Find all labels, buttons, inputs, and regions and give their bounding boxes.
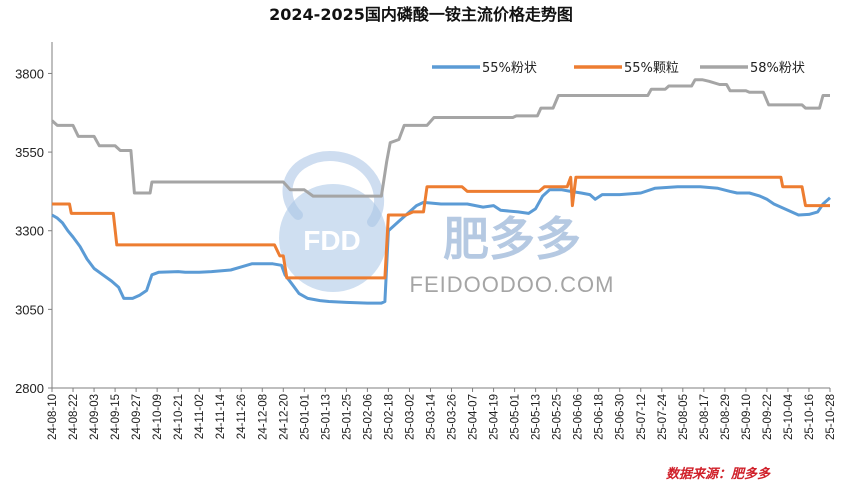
x-tick-label: 25-07-12 <box>636 394 648 440</box>
y-tick-label: 3800 <box>15 66 44 81</box>
x-tick-label: 24-08-22 <box>68 394 80 440</box>
x-tick-label: 25-03-14 <box>425 393 437 440</box>
x-tick-label: 25-10-28 <box>825 394 837 440</box>
x-tick-label: 25-04-07 <box>468 394 480 440</box>
x-tick-label: 25-01-13 <box>320 394 332 440</box>
x-tick-label: 24-08-10 <box>47 394 59 440</box>
x-tick-label: 25-03-26 <box>447 394 459 440</box>
watermark-url: FEIDOODOO.COM <box>410 272 615 297</box>
x-tick-label: 24-11-26 <box>236 394 248 439</box>
source-note: 数据来源：肥多多 <box>666 466 771 482</box>
series-line-2 <box>52 175 830 280</box>
x-tick-label: 25-07-24 <box>657 393 669 440</box>
legend: 55%粉状 55%颗粒 58%粉状 <box>432 61 805 76</box>
y-tick-label: 3300 <box>15 224 44 239</box>
x-tick-label: 25-01-25 <box>341 394 353 440</box>
x-tick-label: 24-12-20 <box>278 394 290 440</box>
x-tick-label: 25-03-02 <box>404 394 416 440</box>
y-tick-label: 3050 <box>15 302 44 317</box>
axes: 2800 3050 3300 3550 3800 24-08-10 24-08-22 24-0… <box>15 42 837 440</box>
x-tick-label: 25-09-10 <box>741 394 753 440</box>
x-tick-label: 25-04-19 <box>489 394 501 440</box>
x-tick-label: 24-09-15 <box>110 394 122 440</box>
x-tick-label: 25-08-17 <box>699 394 711 440</box>
watermark-logo-text: FDD <box>303 225 361 256</box>
y-tick-label: 2800 <box>15 381 44 396</box>
x-tick-label: 25-10-16 <box>804 394 816 440</box>
x-tick-label: 24-10-09 <box>152 394 164 440</box>
legend-label-2: 55%颗粒 <box>624 61 679 76</box>
x-tick-label: 24-11-02 <box>194 394 206 439</box>
x-tick-label: 25-08-29 <box>720 394 732 440</box>
series-layer <box>50 78 832 305</box>
x-tick-label: 24-10-21 <box>173 394 185 440</box>
watermark: FDD 肥多多 FEIDOODOO.COM <box>279 151 615 297</box>
x-tick-label: 25-05-25 <box>552 394 564 440</box>
x-tick-label: 25-09-22 <box>762 394 774 440</box>
x-tick-label: 25-05-13 <box>531 394 543 440</box>
legend-label-3: 58%粉状 <box>750 61 805 76</box>
watermark-brand: 肥多多 <box>443 212 581 266</box>
x-tick-label: 25-06-06 <box>573 394 585 440</box>
x-tick-label: 25-02-06 <box>362 394 374 440</box>
x-tick-label: 25-02-18 <box>383 394 395 440</box>
chart-title: 2024-2025国内磷酸一铵主流价格走势图 <box>269 5 573 24</box>
x-tick-label: 24-11-14 <box>215 393 227 439</box>
series-line-3 <box>50 78 830 198</box>
x-tick-label: 25-01-01 <box>299 394 311 440</box>
legend-label-1: 55%粉状 <box>482 61 537 76</box>
x-tick-label: 25-06-18 <box>594 394 606 440</box>
y-tick-label: 3550 <box>15 145 44 160</box>
x-tick-label: 24-09-27 <box>131 394 143 440</box>
x-tick-label: 25-08-05 <box>678 394 690 440</box>
x-tick-label: 24-09-03 <box>89 394 101 440</box>
series-line-1 <box>51 185 832 305</box>
watermark-logo: FDD <box>279 151 387 292</box>
x-tick-label: 25-06-30 <box>615 394 627 440</box>
x-tick-label: 24-12-08 <box>257 394 269 440</box>
x-tick-label: 25-10-04 <box>783 393 795 440</box>
x-tick-label: 25-05-01 <box>510 394 522 440</box>
